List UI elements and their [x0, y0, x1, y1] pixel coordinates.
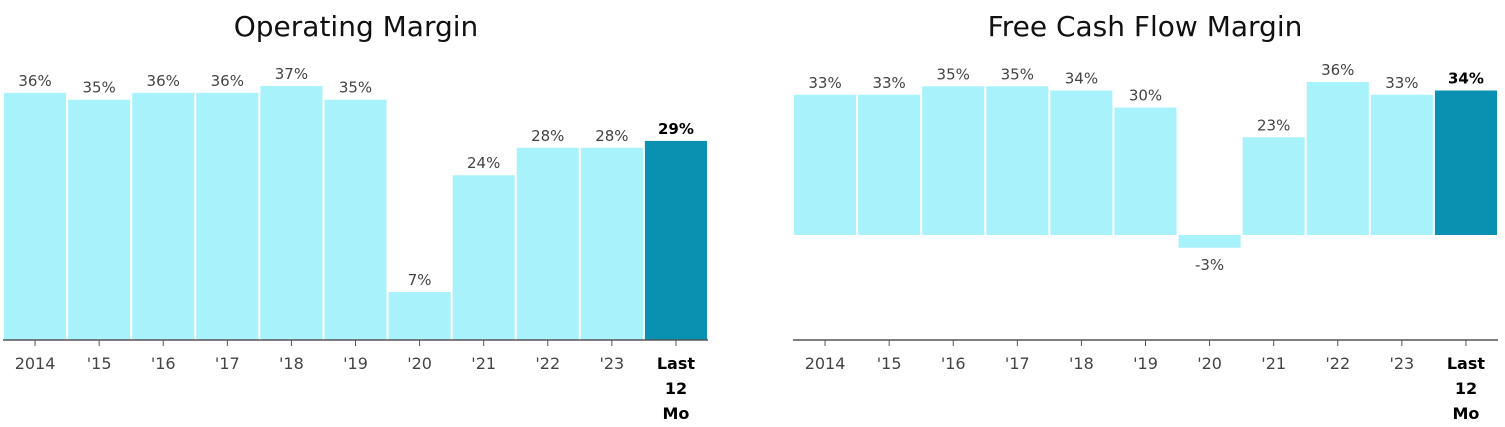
bar — [388, 291, 451, 340]
x-tick-label: '15 — [87, 354, 112, 373]
bar — [1242, 137, 1305, 235]
value-labels: 36% 35% 36% 36% 37% 35% 7% 24% 28% 28% 29% — [18, 65, 694, 289]
bar — [1114, 107, 1177, 235]
x-tick-label: '23 — [1389, 354, 1414, 373]
value-labels: 33% 33% 35% 35% 34% 30% -3% 23% 36% 33% 34% — [808, 61, 1484, 274]
x-axis-ticks — [824, 340, 1467, 346]
value-label: 7% — [408, 271, 432, 289]
bar — [452, 175, 515, 340]
value-label: 28% — [531, 127, 564, 145]
bar — [132, 92, 195, 340]
value-label: 30% — [1129, 87, 1162, 105]
x-tick-label: '17 — [1005, 354, 1030, 373]
value-label: 36% — [211, 72, 244, 90]
x-tick-label: '16 — [941, 354, 966, 373]
x-tick-label: '22 — [1325, 354, 1350, 373]
bar — [858, 94, 921, 235]
bar — [1306, 82, 1369, 235]
bar — [1050, 90, 1113, 235]
value-label: 35% — [82, 79, 115, 97]
bars — [4, 86, 707, 340]
chart-title: Operating Margin — [234, 10, 479, 43]
value-label: 36% — [147, 72, 180, 90]
x-tick-label: '20 — [1197, 354, 1222, 373]
bar — [68, 99, 131, 340]
bar — [4, 92, 67, 340]
bar — [260, 86, 323, 340]
x-tick-label: '23 — [599, 354, 624, 373]
value-label: 37% — [275, 65, 308, 83]
x-tick-label: '19 — [343, 354, 368, 373]
bar-highlight — [1434, 90, 1497, 235]
x-tick-label: 2014 — [805, 354, 846, 373]
bar — [1178, 235, 1241, 248]
value-label: 33% — [808, 74, 841, 92]
bar — [922, 86, 985, 235]
value-label: 35% — [937, 65, 970, 83]
bar — [794, 94, 857, 235]
x-tick-label: 2014 — [15, 354, 56, 373]
bar — [986, 86, 1049, 235]
x-tick-label: '22 — [535, 354, 560, 373]
value-label: 24% — [467, 154, 500, 172]
value-label: 35% — [339, 79, 372, 97]
x-tick-label: '18 — [1069, 354, 1094, 373]
value-label: 36% — [1321, 61, 1354, 79]
x-tick-label: '19 — [1133, 354, 1158, 373]
bar — [580, 147, 643, 340]
value-label: -3% — [1195, 256, 1224, 274]
x-axis-ticks — [34, 340, 677, 346]
x-tick-label: '17 — [215, 354, 240, 373]
value-label: 35% — [1001, 65, 1034, 83]
x-tick-label: Last 12 Mo — [1447, 354, 1486, 423]
x-tick-label: '18 — [279, 354, 304, 373]
chart-title: Free Cash Flow Margin — [988, 10, 1303, 43]
value-label: 33% — [1385, 74, 1418, 92]
value-label: 23% — [1257, 116, 1290, 134]
value-label: 28% — [595, 127, 628, 145]
bar — [324, 99, 387, 340]
bar — [1370, 94, 1433, 235]
value-label: 34% — [1448, 70, 1484, 88]
x-tick-label: Last 12 Mo — [657, 354, 696, 423]
bar — [516, 147, 579, 340]
value-label: 34% — [1065, 70, 1098, 88]
x-tick-label: '16 — [151, 354, 176, 373]
value-label: 29% — [658, 120, 694, 138]
bars — [794, 82, 1497, 248]
value-label: 36% — [18, 72, 51, 90]
x-axis-labels: 2014 '15 '16 '17 '18 '19 '20 '21 '22 '23 Last 12 Mo — [805, 354, 1486, 423]
x-tick-label: '21 — [471, 354, 496, 373]
bar — [196, 92, 259, 340]
x-tick-label: '20 — [407, 354, 432, 373]
x-tick-label: '21 — [1261, 354, 1286, 373]
x-axis-labels: 2014 '15 '16 '17 '18 '19 '20 '21 '22 '23 Last 12 Mo — [15, 354, 696, 423]
value-label: 33% — [872, 74, 905, 92]
bar-highlight — [644, 140, 707, 340]
x-tick-label: '15 — [877, 354, 902, 373]
